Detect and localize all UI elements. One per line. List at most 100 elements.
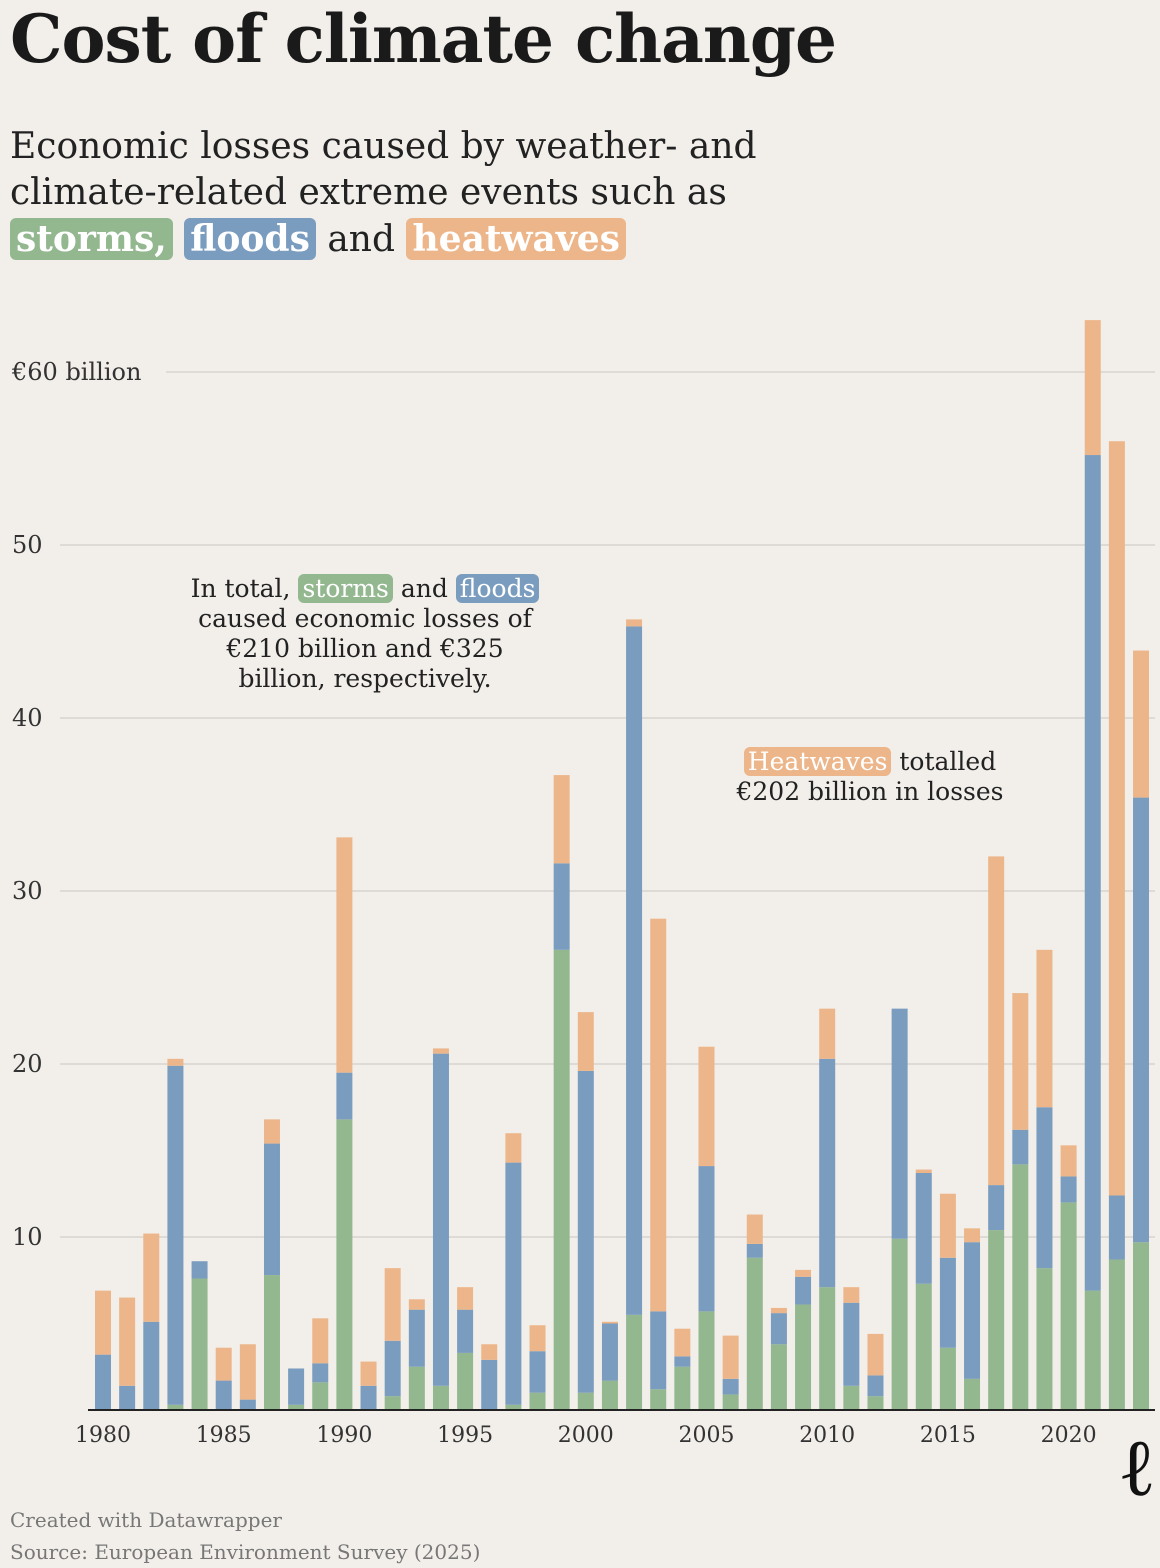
bar-heatwaves-1994 — [432, 1048, 449, 1054]
bar-floods-1981 — [119, 1385, 136, 1410]
bar-heatwaves-1986 — [239, 1344, 256, 1400]
bar-heatwaves-2007 — [746, 1214, 763, 1244]
bar-heatwaves-2009 — [795, 1269, 812, 1277]
bar-heatwaves-2000 — [577, 1012, 594, 1071]
bar-floods-1994 — [432, 1053, 449, 1386]
bar-floods-1989 — [312, 1363, 329, 1383]
bar-floods-2003 — [650, 1311, 667, 1390]
x-tick-label: 1995 — [437, 1423, 493, 1448]
bar-storms-1995 — [457, 1352, 474, 1410]
bar-heatwaves-2019 — [1036, 949, 1053, 1108]
legend-storms: storms, — [10, 218, 173, 260]
logo: ℓ — [1122, 1420, 1152, 1514]
legend-floods: floods — [184, 218, 316, 260]
bar-heatwaves-1980 — [95, 1290, 111, 1355]
x-tick-label: 2000 — [558, 1423, 614, 1448]
bar-floods-1980 — [95, 1354, 111, 1410]
bar-heatwaves-2016 — [964, 1228, 981, 1243]
bar-storms-2013 — [891, 1238, 908, 1410]
bar-heatwaves-2023 — [1133, 650, 1150, 798]
bar-floods-1984 — [191, 1261, 208, 1279]
bar-storms-1998 — [529, 1392, 546, 1410]
y-tick-label: 30 — [12, 877, 43, 905]
bar-heatwaves-1996 — [481, 1344, 498, 1360]
bar-storms-1993 — [408, 1366, 425, 1410]
bar-floods-1991 — [360, 1385, 377, 1410]
bar-storms-2017 — [988, 1230, 1005, 1410]
bar-storms-2016 — [964, 1378, 981, 1410]
annotation-text: caused economic losses of €210 billion a… — [198, 604, 532, 693]
bar-heatwaves-2014 — [915, 1169, 932, 1173]
y-tick-label: 20 — [12, 1050, 43, 1078]
bar-storms-2011 — [843, 1385, 860, 1410]
bar-floods-2011 — [843, 1302, 860, 1386]
chart-title: Cost of climate change — [10, 0, 837, 78]
bar-heatwaves-1982 — [143, 1233, 160, 1322]
bar-floods-2009 — [795, 1276, 812, 1305]
bar-floods-1999 — [553, 863, 570, 950]
bar-floods-1997 — [505, 1162, 522, 1405]
bar-storms-1994 — [432, 1385, 449, 1410]
bar-floods-1990 — [336, 1072, 353, 1120]
bar-storms-1990 — [336, 1119, 353, 1410]
bar-heatwaves-1999 — [553, 775, 570, 864]
bar-heatwaves-2018 — [1012, 993, 1029, 1130]
bar-storms-2008 — [770, 1344, 787, 1410]
bar-floods-2012 — [867, 1375, 884, 1397]
y-tick-label: 50 — [12, 531, 43, 559]
bar-floods-1995 — [457, 1309, 474, 1353]
bar-storms-1989 — [312, 1382, 329, 1410]
bar-floods-2013 — [891, 1008, 908, 1239]
bar-heatwaves-2006 — [722, 1335, 739, 1379]
bar-floods-1993 — [408, 1309, 425, 1367]
bar-heatwaves-1992 — [384, 1268, 401, 1341]
bar-floods-1987 — [263, 1143, 280, 1276]
x-tick-label: 1980 — [75, 1423, 131, 1448]
bar-heatwaves-2001 — [601, 1321, 618, 1324]
bar-floods-2008 — [770, 1313, 787, 1345]
subtitle-text: Economic losses caused by weather- and c… — [10, 126, 757, 213]
bar-heatwaves-2011 — [843, 1287, 860, 1303]
y-tick-label: 40 — [12, 704, 43, 732]
bar-floods-2018 — [1012, 1129, 1029, 1165]
bar-storms-2015 — [939, 1347, 956, 1410]
annotation-storms: storms — [298, 574, 393, 603]
subtitle-and: and — [327, 219, 396, 260]
bar-heatwaves-2005 — [698, 1046, 715, 1167]
bar-floods-2007 — [746, 1243, 763, 1258]
annotation-text: In total, — [190, 574, 291, 603]
bar-heatwaves-2020 — [1060, 1145, 1077, 1177]
bar-floods-2019 — [1036, 1107, 1053, 1269]
annotation-storms-floods: In total, storms and floods caused econo… — [180, 574, 550, 694]
bar-storms-1987 — [263, 1275, 280, 1410]
bar-storms-2023 — [1133, 1242, 1150, 1410]
bar-floods-2000 — [577, 1070, 594, 1393]
bar-storms-1988 — [288, 1404, 305, 1410]
bar-floods-2006 — [722, 1378, 739, 1395]
bar-heatwaves-1989 — [312, 1318, 329, 1364]
x-tick-label: 1990 — [316, 1423, 372, 1448]
bar-heatwaves-2021 — [1084, 320, 1101, 456]
bar-floods-2023 — [1133, 797, 1150, 1243]
annotation-heatwaves-label: Heatwaves — [743, 747, 892, 776]
annotation-text: and — [400, 574, 448, 603]
bar-floods-2016 — [964, 1242, 981, 1379]
bar-heatwaves-1981 — [119, 1297, 136, 1386]
bar-floods-1998 — [529, 1351, 546, 1393]
bar-floods-2001 — [601, 1323, 618, 1381]
bar-storms-2021 — [1084, 1290, 1101, 1410]
bar-floods-2015 — [939, 1257, 956, 1348]
bar-storms-2018 — [1012, 1164, 1029, 1410]
x-tick-label: 2020 — [1041, 1423, 1097, 1448]
chart-subtitle: Economic losses caused by weather- and c… — [10, 124, 910, 263]
bar-storms-2012 — [867, 1396, 884, 1410]
bar-storms-2010 — [819, 1287, 836, 1410]
bar-storms-1997 — [505, 1404, 522, 1410]
annotation-floods: floods — [455, 574, 540, 603]
bar-floods-2022 — [1108, 1195, 1125, 1260]
bar-heatwaves-1983 — [167, 1058, 184, 1066]
bar-storms-2022 — [1108, 1259, 1125, 1410]
bar-storms-2001 — [601, 1380, 618, 1410]
x-tick-label: 1985 — [196, 1423, 252, 1448]
bar-floods-2002 — [626, 626, 643, 1315]
